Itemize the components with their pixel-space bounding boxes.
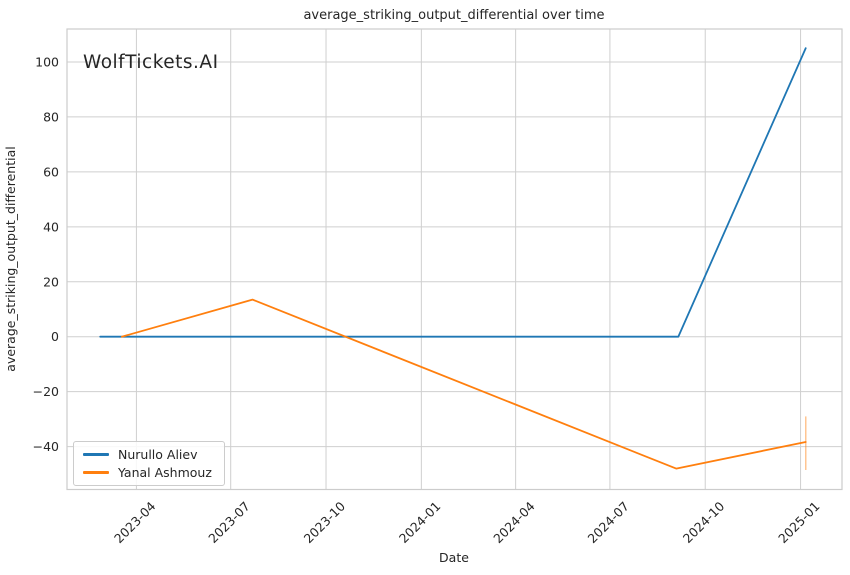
plot-border: [66, 28, 843, 491]
legend-line-yanal-ashmouz-icon: [83, 471, 109, 474]
x-axis-label: Date: [439, 550, 469, 565]
series-layer: [99, 47, 807, 470]
x-tick-label: 2024-10: [680, 498, 728, 546]
series-line-yanal-ashmouz: [121, 298, 807, 470]
x-tick-label: 2024-01: [396, 499, 444, 547]
legend-line-nurullo-aliev-icon: [83, 453, 109, 456]
y-tick-label: −40: [33, 439, 59, 454]
y-tick-label: 40: [43, 219, 59, 234]
x-tick-label: 2024-07: [584, 499, 632, 547]
y-tick-label: −20: [33, 384, 59, 399]
x-tick-label: 2023-10: [301, 498, 349, 546]
x-tick-label: 2025-01: [775, 499, 823, 547]
legend-label-yanal-ashmouz: Yanal Ashmouz: [118, 465, 212, 480]
legend: Nurullo Aliev Yanal Ashmouz: [73, 441, 225, 486]
legend-item-yanal-ashmouz: Yanal Ashmouz: [83, 465, 212, 480]
x-tick-label: 2023-07: [205, 499, 253, 547]
grid-layer: [66, 28, 843, 491]
series-line-nurullo-aliev: [99, 47, 807, 338]
legend-item-nurullo-aliev: Nurullo Aliev: [83, 447, 212, 462]
x-tick-label: 2023-04: [111, 498, 159, 546]
y-tick-label: 20: [43, 274, 59, 289]
watermark: WolfTickets.AI: [83, 52, 219, 73]
chart-title: average_striking_output_differential ove…: [303, 8, 604, 23]
y-tick-label: 100: [35, 54, 59, 69]
x-tick-label: 2024-04: [490, 498, 538, 546]
legend-label-nurullo-aliev: Nurullo Aliev: [118, 447, 198, 462]
y-tick-label: 80: [43, 109, 59, 124]
y-tick-label: 60: [43, 164, 59, 179]
y-axis-label: average_striking_output_differential: [3, 146, 18, 371]
y-tick-label: 0: [51, 329, 59, 344]
